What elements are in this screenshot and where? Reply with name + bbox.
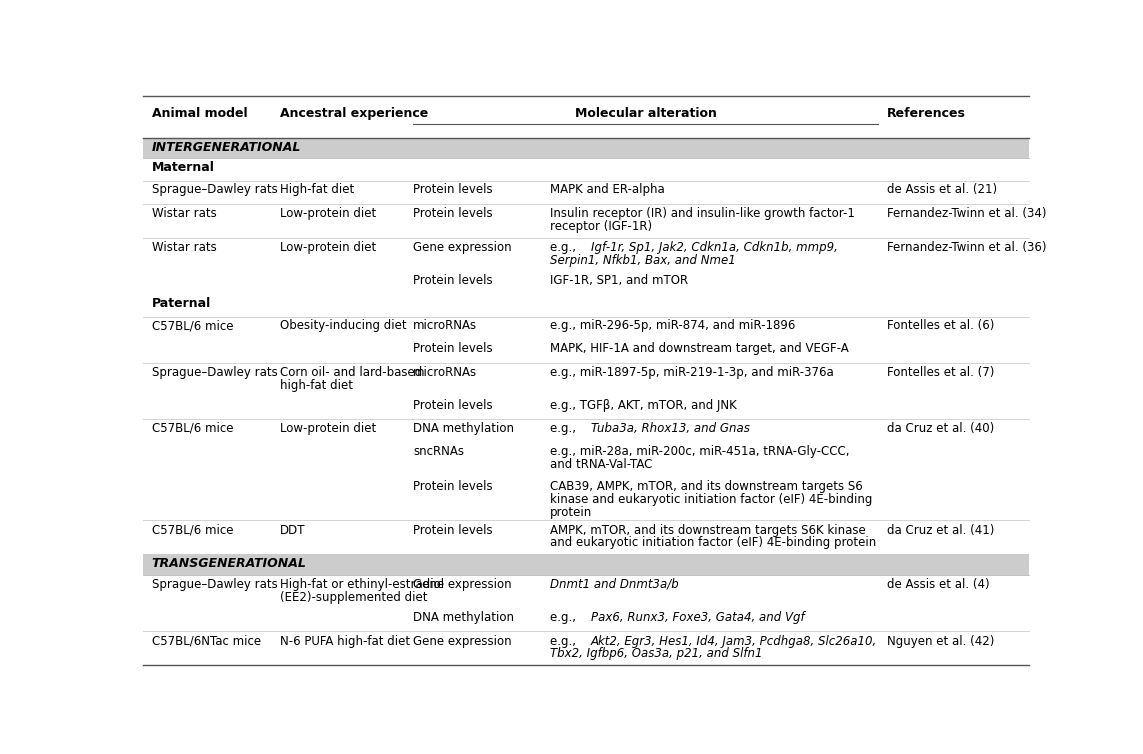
Text: Fontelles et al. (7): Fontelles et al. (7) [887,366,994,379]
Text: MAPK, HIF-1A and downstream target, and VEGF-A: MAPK, HIF-1A and downstream target, and … [551,342,849,355]
Text: sncRNAs: sncRNAs [413,446,464,458]
Text: Fernandez-Twinn et al. (34): Fernandez-Twinn et al. (34) [887,207,1047,220]
Text: receptor (IGF-1R): receptor (IGF-1R) [551,220,653,233]
Text: High-fat or ethinyl-estradiol: High-fat or ethinyl-estradiol [280,578,445,591]
Text: and tRNA-Val-TAC: and tRNA-Val-TAC [551,458,653,471]
Text: Akt2, Egr3, Hes1, Id4, Jam3, Pcdhga8, Slc26a10,: Akt2, Egr3, Hes1, Id4, Jam3, Pcdhga8, Sl… [591,635,878,648]
Text: Animal model: Animal model [152,107,247,120]
Text: TRANSGENERATIONAL: TRANSGENERATIONAL [152,557,306,570]
Text: da Cruz et al. (41): da Cruz et al. (41) [887,523,994,537]
Text: da Cruz et al. (40): da Cruz et al. (40) [887,421,994,434]
Text: Protein levels: Protein levels [413,274,493,287]
Text: DNA methylation: DNA methylation [413,421,514,434]
Text: Gene expression: Gene expression [413,241,512,254]
Bar [143,138,1029,158]
Text: Sprague–Dawley rats: Sprague–Dawley rats [152,578,278,591]
Text: Sprague–Dawley rats: Sprague–Dawley rats [152,183,278,197]
Text: MAPK and ER-alpha: MAPK and ER-alpha [551,183,665,197]
Text: C57BL/6 mice: C57BL/6 mice [152,523,233,537]
Text: e.g., miR-296-5p, miR-874, and miR-1896: e.g., miR-296-5p, miR-874, and miR-1896 [551,320,796,333]
Text: protein: protein [551,506,592,519]
Text: e.g., miR-28a, miR-200c, miR-451a, tRNA-Gly-CCC,: e.g., miR-28a, miR-200c, miR-451a, tRNA-… [551,446,850,458]
Text: INTERGENERATIONAL: INTERGENERATIONAL [152,141,301,154]
Text: Wistar rats: Wistar rats [152,241,216,254]
Text: Insulin receptor (IR) and insulin-like growth factor-1: Insulin receptor (IR) and insulin-like g… [551,207,855,220]
Text: high-fat diet: high-fat diet [280,379,353,392]
Text: AMPK, mTOR, and its downstream targets S6K kinase: AMPK, mTOR, and its downstream targets S… [551,523,866,537]
Text: Molecular alteration: Molecular alteration [575,107,717,120]
Text: kinase and eukaryotic initiation factor (eIF) 4E-binding: kinase and eukaryotic initiation factor … [551,493,873,506]
Text: e.g.,: e.g., [551,241,581,254]
Text: Protein levels: Protein levels [413,183,493,197]
Text: microRNAs: microRNAs [413,320,477,333]
Text: (EE2)-supplemented diet: (EE2)-supplemented diet [280,590,427,604]
Text: Sprague–Dawley rats: Sprague–Dawley rats [152,366,278,379]
Text: DNA methylation: DNA methylation [413,611,514,624]
Text: Protein levels: Protein levels [413,523,493,537]
Text: High-fat diet: High-fat diet [280,183,354,197]
Text: e.g.,: e.g., [551,611,581,624]
Text: Paternal: Paternal [152,297,211,310]
Text: DDT: DDT [280,523,305,537]
Text: Igf-1r, Sp1, Jak2, Cdkn1a, Cdkn1b, mmp9,: Igf-1r, Sp1, Jak2, Cdkn1a, Cdkn1b, mmp9, [591,241,838,254]
Text: C57BL/6NTac mice: C57BL/6NTac mice [152,635,261,648]
Text: Obesity-inducing diet: Obesity-inducing diet [280,320,407,333]
Text: microRNAs: microRNAs [413,366,477,379]
Bar [143,554,1029,575]
Text: Nguyen et al. (42): Nguyen et al. (42) [887,635,994,648]
Text: Fernandez-Twinn et al. (36): Fernandez-Twinn et al. (36) [887,241,1047,254]
Text: Fontelles et al. (6): Fontelles et al. (6) [887,320,994,333]
Text: de Assis et al. (21): de Assis et al. (21) [887,183,997,197]
Text: Protein levels: Protein levels [413,399,493,412]
Text: References: References [887,107,966,120]
Text: Low-protein diet: Low-protein diet [280,241,376,254]
Text: Protein levels: Protein levels [413,207,493,220]
Text: Protein levels: Protein levels [413,480,493,493]
Text: IGF-1R, SP1, and mTOR: IGF-1R, SP1, and mTOR [551,274,688,287]
Text: Gene expression: Gene expression [413,578,512,591]
Text: Wistar rats: Wistar rats [152,207,216,220]
Text: Low-protein diet: Low-protein diet [280,421,376,434]
Text: Dnmt1 and Dnmt3a/b: Dnmt1 and Dnmt3a/b [551,578,679,591]
Text: Pax6, Runx3, Foxe3, Gata4, and Vgf: Pax6, Runx3, Foxe3, Gata4, and Vgf [591,611,805,624]
Text: e.g., miR-1897-5p, miR-219-1-3p, and miR-376a: e.g., miR-1897-5p, miR-219-1-3p, and miR… [551,366,834,379]
Text: e.g., TGFβ, AKT, mTOR, and JNK: e.g., TGFβ, AKT, mTOR, and JNK [551,399,737,412]
Text: Serpin1, Nfkb1, Bax, and Nme1: Serpin1, Nfkb1, Bax, and Nme1 [551,254,736,267]
Text: e.g.,: e.g., [551,635,581,648]
Text: CAB39, AMPK, mTOR, and its downstream targets S6: CAB39, AMPK, mTOR, and its downstream ta… [551,480,863,493]
Text: Maternal: Maternal [152,161,215,173]
Text: Tbx2, Igfbp6, Oas3a, p21, and Slfn1: Tbx2, Igfbp6, Oas3a, p21, and Slfn1 [551,648,762,661]
Text: C57BL/6 mice: C57BL/6 mice [152,320,233,333]
Text: C57BL/6 mice: C57BL/6 mice [152,421,233,434]
Text: Tuba3a, Rhox13, and Gnas: Tuba3a, Rhox13, and Gnas [591,421,750,434]
Text: N-6 PUFA high-fat diet: N-6 PUFA high-fat diet [280,635,410,648]
Text: Low-protein diet: Low-protein diet [280,207,376,220]
Text: and eukaryotic initiation factor (eIF) 4E-binding protein: and eukaryotic initiation factor (eIF) 4… [551,536,877,550]
Text: de Assis et al. (4): de Assis et al. (4) [887,578,990,591]
Text: e.g.,: e.g., [551,421,581,434]
Text: Gene expression: Gene expression [413,635,512,648]
Text: Protein levels: Protein levels [413,342,493,355]
Text: Corn oil- and lard-based: Corn oil- and lard-based [280,366,423,379]
Text: Ancestral experience: Ancestral experience [280,107,429,120]
